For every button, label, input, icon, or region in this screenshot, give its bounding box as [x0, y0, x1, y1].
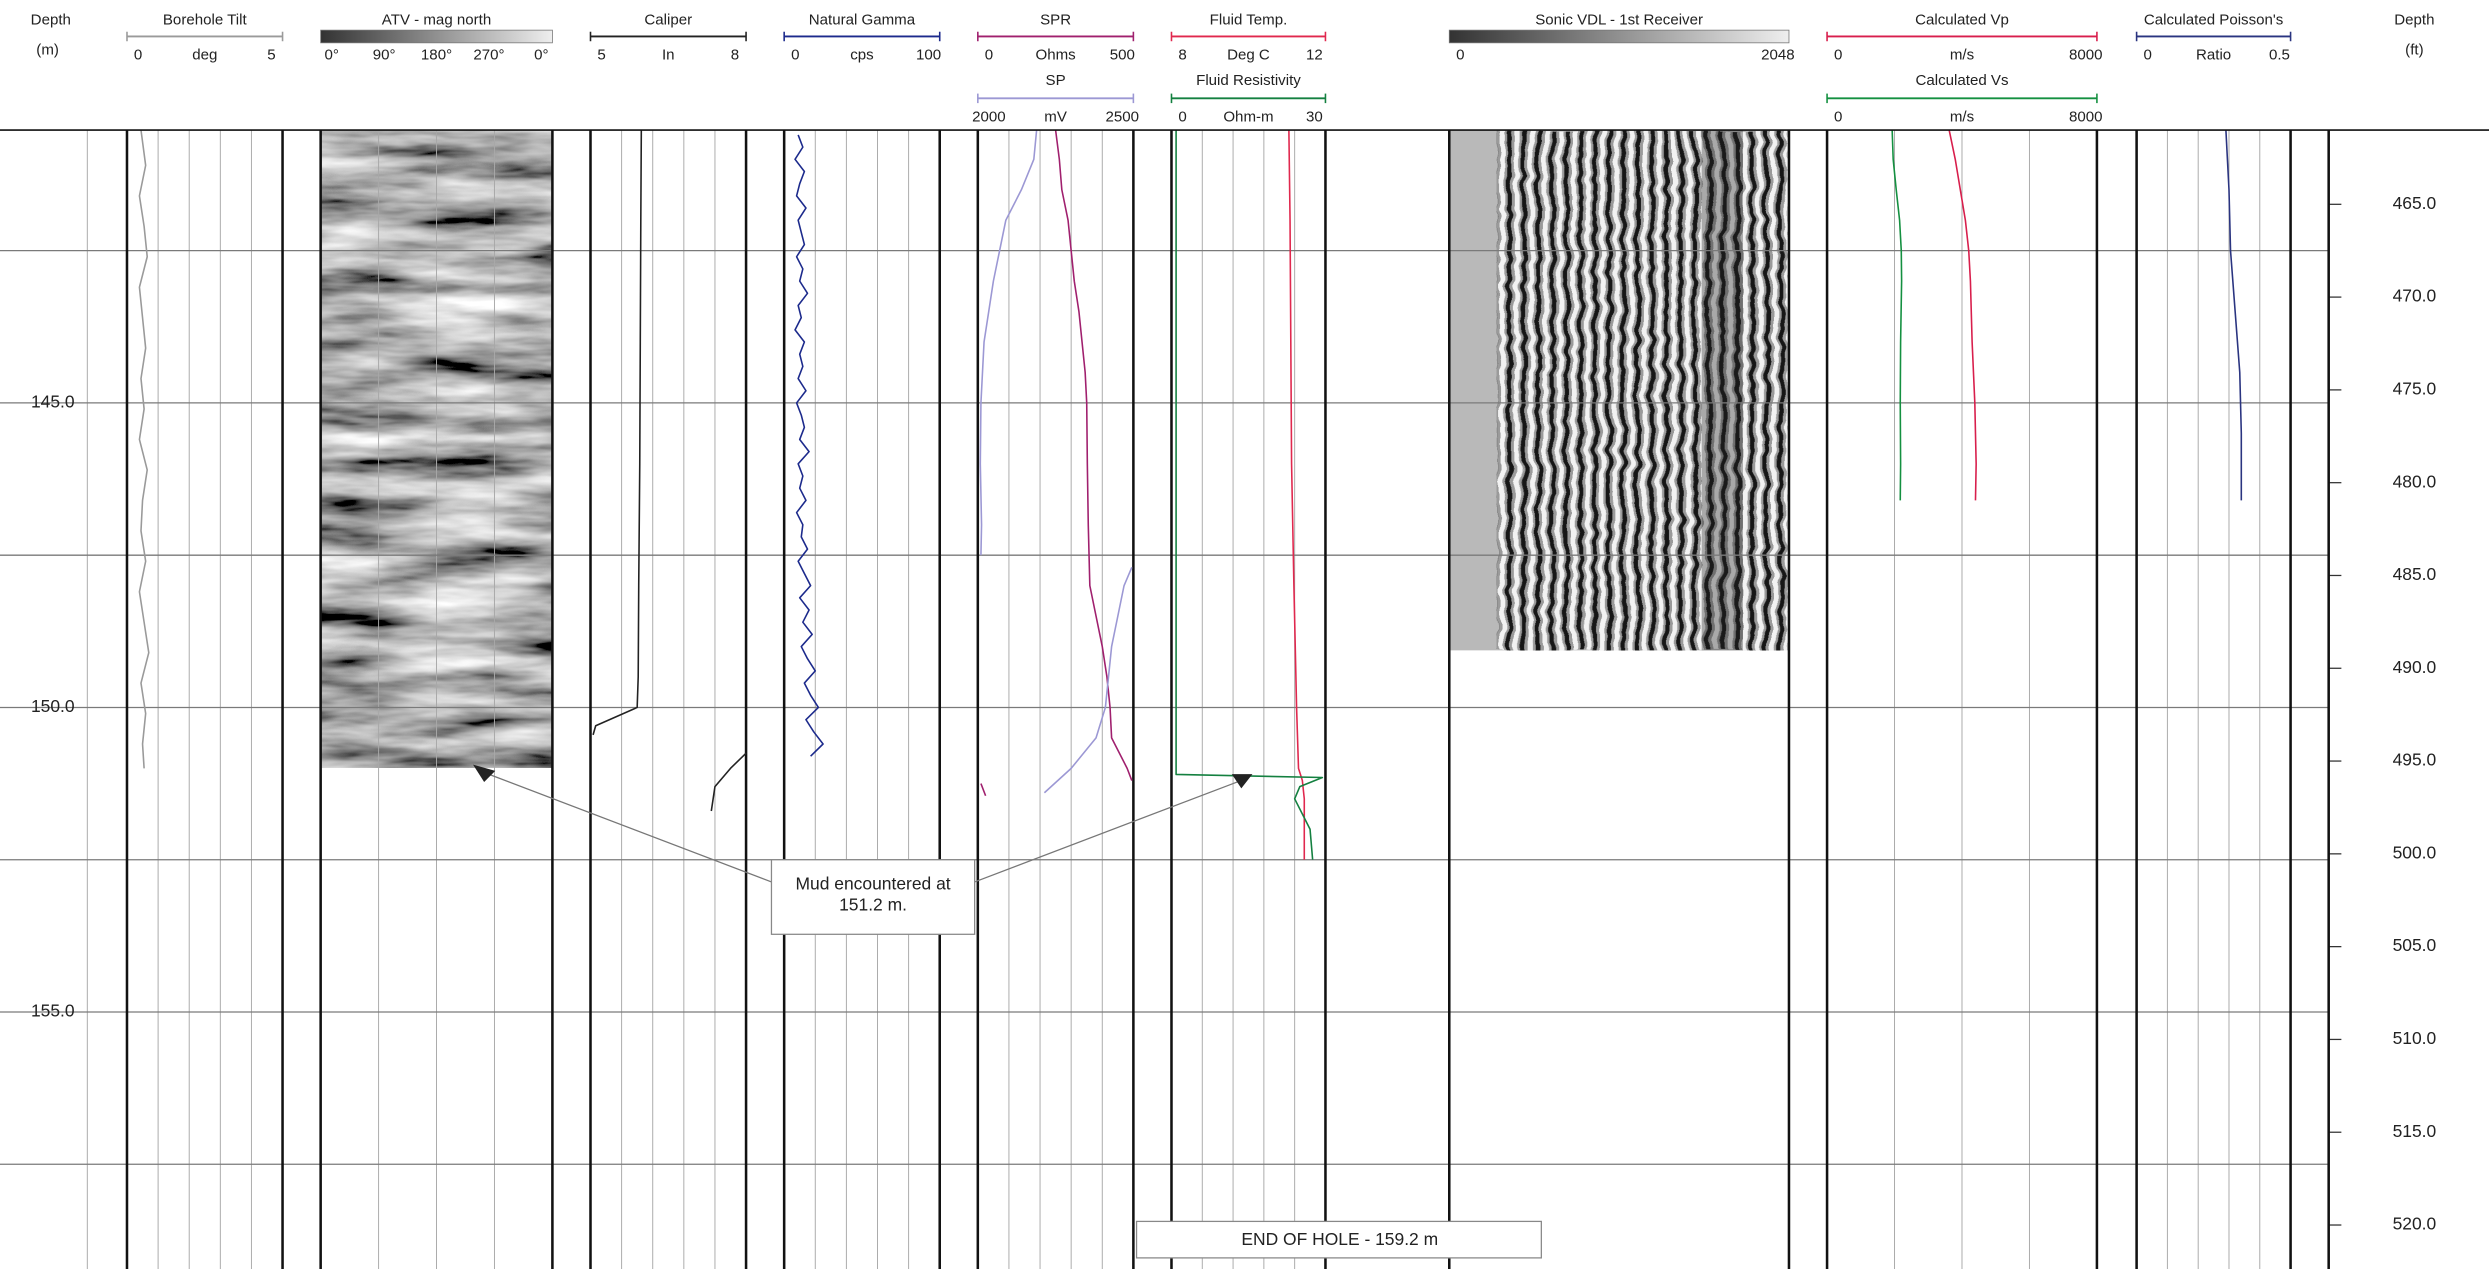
- scale-label: 500: [1110, 47, 1135, 64]
- depth-ft-title: Depth: [2394, 12, 2434, 29]
- callout-arrow: [473, 764, 496, 783]
- log-curve: [794, 134, 824, 757]
- scale-unit: cps: [850, 47, 873, 64]
- depth-ft-label: 505.0: [2393, 935, 2437, 955]
- track-title: Borehole Tilt: [163, 12, 248, 29]
- scale-label: 5: [267, 47, 275, 64]
- depth-ft-label: 495.0: [2393, 750, 2437, 770]
- log-curve: [2225, 130, 2243, 501]
- scale-unit: In: [662, 47, 675, 64]
- end-of-hole-text: END OF HOLE - 159.2 m: [1241, 1229, 1438, 1249]
- log-curve: [979, 129, 1133, 794]
- scale-unit: mV: [1044, 108, 1067, 125]
- scale-bar: [320, 29, 553, 44]
- track-title: Calculated Poisson's: [2144, 12, 2283, 29]
- log-curve: [1175, 130, 1324, 860]
- scale-label: 0.5: [2269, 47, 2290, 64]
- track-title: Calculated Vs: [1916, 72, 2009, 89]
- track-title: Caliper: [644, 12, 692, 29]
- callout-arrow: [1231, 774, 1253, 789]
- scale-label: 2048: [1761, 47, 1795, 64]
- scale-label: 100: [916, 47, 941, 64]
- depth-ft-label: 510.0: [2393, 1028, 2437, 1048]
- log-curve: [1288, 130, 1306, 860]
- track-title: Calculated Vp: [1915, 12, 2009, 29]
- depth-ft-label: 500.0: [2393, 842, 2437, 862]
- scale-label: 0: [985, 47, 993, 64]
- scale-label: 0: [1834, 47, 1842, 64]
- depth-m-label: 145.0: [31, 392, 75, 412]
- depth-m-label: 155.0: [31, 1001, 75, 1021]
- vdl-dark-band: [1701, 130, 1743, 651]
- log-curve: [592, 130, 747, 812]
- scale-label: 0: [1456, 47, 1464, 64]
- track-title: SPR: [1040, 12, 1071, 29]
- scale-label: 0: [1178, 108, 1186, 125]
- scale-label: 0: [1834, 108, 1842, 125]
- scale-label: 5: [597, 47, 605, 64]
- depth-m-title: Depth: [31, 12, 71, 29]
- track-title: Fluid Temp.: [1210, 12, 1288, 29]
- depth-m-label: 150.0: [31, 696, 75, 716]
- depth-ft-label: 475.0: [2393, 379, 2437, 399]
- log-curve: [1891, 130, 1903, 501]
- track-title: SP: [1046, 72, 1066, 89]
- callout-text: 151.2 m.: [839, 894, 907, 914]
- depth-ft-label: 520.0: [2393, 1214, 2437, 1234]
- scale-label: 0°: [534, 47, 548, 64]
- depth-ft-label: 465.0: [2393, 193, 2437, 213]
- depth-ft-label: 470.0: [2393, 286, 2437, 306]
- depth-ft-label: 490.0: [2393, 657, 2437, 677]
- end-of-hole-box: [1135, 1220, 1542, 1259]
- scale-bar: [1448, 29, 1790, 44]
- scale-unit: Ohms: [1036, 47, 1076, 64]
- scale-label: 2500: [1106, 108, 1140, 125]
- scale-label: 8000: [2069, 47, 2103, 64]
- callout-box: [770, 859, 976, 935]
- scale-label: 0: [134, 47, 142, 64]
- callout-line: [483, 771, 772, 883]
- vdl-image: [1496, 130, 1789, 651]
- scale-unit: Ohm-m: [1223, 108, 1273, 125]
- track-title: ATV - mag north: [382, 12, 491, 29]
- scale-label: 90°: [373, 47, 396, 64]
- track-title: Fluid Resistivity: [1196, 72, 1301, 89]
- scale-label: 180°: [421, 47, 452, 64]
- scale-label: 0°: [325, 47, 339, 64]
- scale-unit: deg: [192, 47, 217, 64]
- scale-label: 2000: [972, 108, 1006, 125]
- log-curve: [980, 129, 1133, 797]
- scale-label: 30: [1306, 108, 1323, 125]
- track-title: Natural Gamma: [809, 12, 916, 29]
- log-curve: [1948, 129, 1977, 501]
- callout-text: Mud encountered at: [795, 874, 950, 894]
- depth-ft-label: 515.0: [2393, 1121, 2437, 1141]
- scale-label: 8: [1178, 47, 1186, 64]
- scale-label: 8000: [2069, 108, 2103, 125]
- scale-unit: m/s: [1950, 108, 1974, 125]
- track-title: Sonic VDL - 1st Receiver: [1535, 12, 1703, 29]
- scale-label: 8: [731, 47, 739, 64]
- depth-m-unit: (m): [36, 42, 59, 59]
- callout-line: [974, 779, 1242, 883]
- scale-label: 0: [791, 47, 799, 64]
- depth-ft-label: 480.0: [2393, 471, 2437, 491]
- scale-label: 0: [2144, 47, 2152, 64]
- depth-ft-label: 485.0: [2393, 564, 2437, 584]
- scale-unit: Deg C: [1227, 47, 1270, 64]
- log-curve: [138, 129, 150, 769]
- depth-ft-unit: (ft): [2405, 42, 2423, 59]
- scale-label: 270°: [473, 47, 504, 64]
- scale-label: 12: [1306, 47, 1323, 64]
- scale-unit: Ratio: [2196, 47, 2231, 64]
- scale-unit: m/s: [1950, 47, 1974, 64]
